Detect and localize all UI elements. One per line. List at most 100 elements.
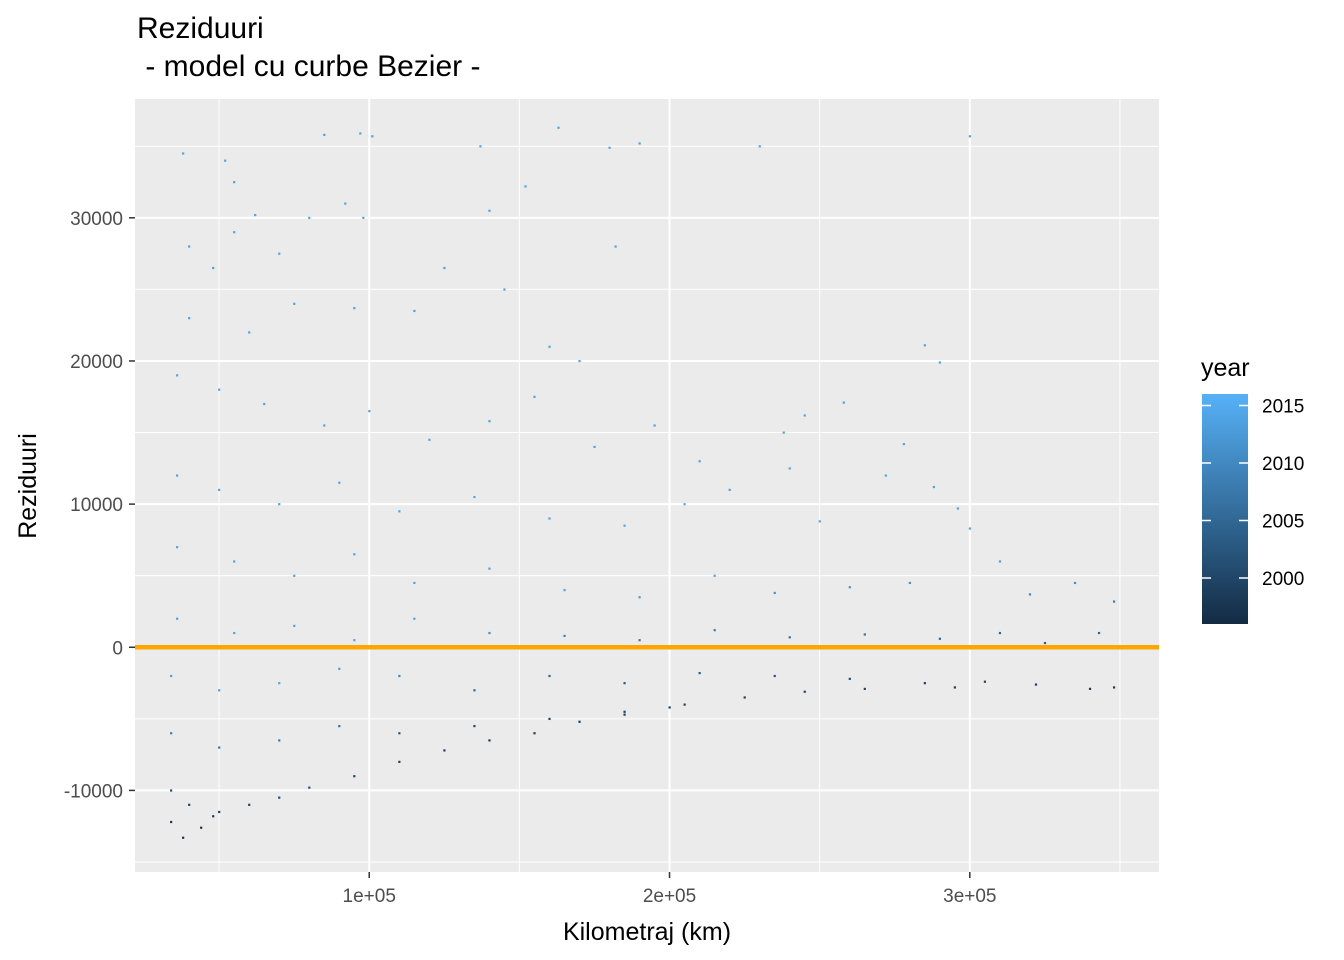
data-point	[998, 560, 1002, 563]
data-point	[548, 674, 551, 678]
data-point	[338, 667, 341, 670]
data-point	[593, 445, 596, 449]
data-point	[218, 746, 221, 749]
data-point	[548, 717, 551, 721]
data-point	[557, 126, 560, 129]
data-point	[479, 145, 482, 148]
data-point	[338, 724, 341, 728]
data-point	[188, 803, 191, 806]
data-point	[212, 266, 215, 270]
data-point	[344, 202, 347, 205]
x-tick-label: 2e+05	[643, 886, 696, 907]
data-point	[488, 209, 491, 212]
data-point	[353, 639, 356, 642]
data-point	[176, 374, 179, 377]
data-point	[170, 674, 173, 678]
data-point	[233, 231, 236, 234]
data-point	[683, 503, 686, 506]
data-point	[254, 213, 257, 217]
data-point	[803, 690, 806, 693]
data-point	[998, 631, 1002, 635]
data-point	[1034, 683, 1038, 686]
data-point	[224, 159, 227, 162]
data-point	[293, 302, 296, 305]
data-point	[371, 135, 374, 138]
data-point	[176, 617, 179, 620]
data-point	[698, 460, 701, 463]
data-point	[548, 345, 551, 348]
data-point	[398, 510, 401, 513]
data-point	[1097, 631, 1101, 635]
data-point	[773, 674, 776, 678]
data-point	[398, 760, 401, 763]
data-point	[1028, 593, 1032, 596]
data-point	[278, 252, 281, 255]
data-point	[548, 517, 551, 520]
data-point	[170, 820, 173, 824]
data-point	[863, 633, 866, 636]
data-point	[368, 410, 371, 413]
data-point	[200, 826, 203, 829]
data-point	[608, 146, 611, 149]
data-point	[788, 467, 791, 470]
x-axis-ticks: 1e+05 2e+05 3e+05	[343, 872, 997, 907]
data-point	[623, 713, 626, 716]
data-point	[488, 739, 491, 742]
data-point	[176, 474, 179, 477]
data-point	[728, 488, 731, 491]
data-point	[524, 185, 527, 188]
data-point	[818, 520, 821, 523]
y-axis-title: Reziduuri	[14, 433, 42, 539]
data-point	[278, 796, 281, 799]
chart-title: Reziduuri	[137, 12, 264, 45]
data-point	[623, 710, 626, 713]
data-point	[884, 474, 887, 477]
data-point	[473, 689, 476, 692]
data-point	[614, 245, 617, 248]
data-point	[533, 732, 536, 735]
plot-panel	[135, 99, 1159, 872]
data-point	[698, 672, 701, 675]
data-point	[968, 135, 972, 138]
data-point	[1112, 600, 1116, 603]
chart-subtitle: - model cu curbe Bezier -	[137, 50, 481, 83]
data-point	[908, 581, 911, 585]
y-tick-label: 30000	[70, 209, 123, 230]
legend-colorbar	[1202, 394, 1248, 624]
data-point	[248, 331, 251, 334]
data-point	[773, 591, 776, 595]
data-point	[713, 574, 716, 577]
data-point	[170, 789, 173, 792]
data-point	[359, 132, 362, 135]
data-point	[170, 732, 173, 735]
data-point	[323, 424, 326, 427]
data-point	[443, 266, 446, 270]
data-point	[473, 495, 476, 499]
data-point	[353, 553, 356, 556]
data-point	[278, 682, 281, 685]
data-point	[578, 720, 581, 723]
data-point	[233, 631, 236, 635]
data-point	[218, 810, 221, 814]
data-point	[923, 344, 926, 347]
data-point	[428, 438, 431, 441]
y-tick-label: -10000	[64, 781, 123, 802]
data-point	[848, 677, 851, 680]
data-point	[488, 420, 491, 423]
legend-title: year	[1201, 354, 1250, 382]
data-point	[278, 503, 281, 506]
data-point	[953, 686, 957, 689]
data-point	[413, 617, 416, 620]
data-point	[638, 596, 641, 599]
data-point	[413, 581, 416, 585]
data-point	[488, 567, 491, 570]
data-point	[503, 288, 506, 291]
data-point	[176, 546, 179, 549]
data-point	[338, 481, 341, 484]
data-point	[353, 306, 356, 310]
data-point	[473, 724, 476, 728]
data-point	[938, 361, 941, 364]
data-point	[323, 133, 326, 136]
data-point	[212, 815, 215, 818]
data-point	[563, 634, 566, 638]
